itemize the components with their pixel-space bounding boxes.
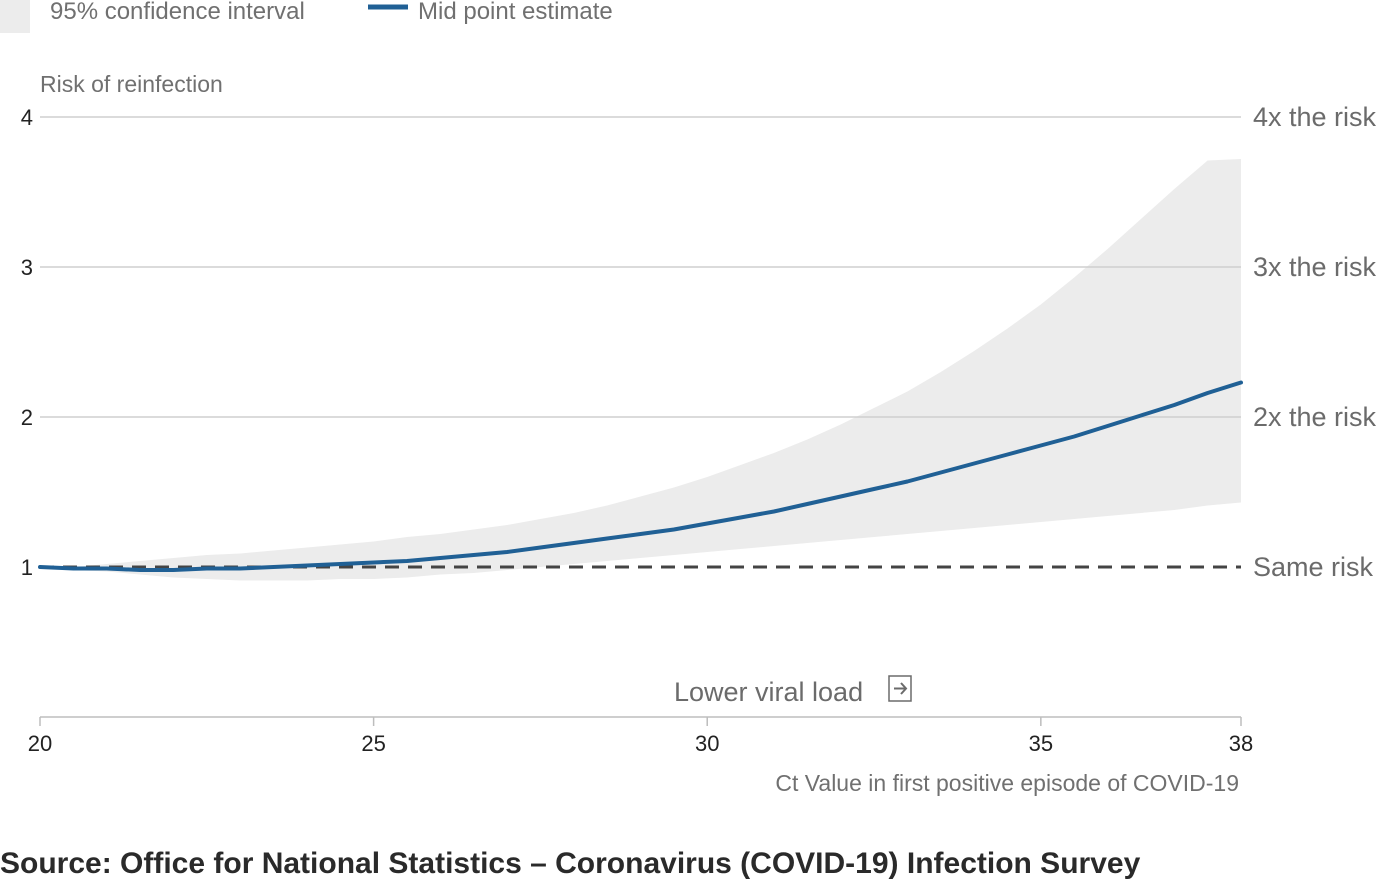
risk-label-layer: 4x the risk 3x the risk 2x the risk Same ri… [1253,102,1377,582]
gridline-layer [40,116,1241,569]
risk-label-4: 4x the risk [1253,102,1377,132]
x-tick-label-30: 30 [695,731,719,756]
midpoint-line-layer [38,380,1243,572]
arrow-right-icon [888,675,912,702]
midpoint-estimate-line [38,380,1243,572]
risk-label-2: 2x the risk [1253,402,1377,432]
y-tick-label-2: 2 [21,405,33,430]
y-tick-label-4: 4 [21,105,33,130]
x-tick-label-25: 25 [361,731,385,756]
x-tick-label-35: 35 [1029,731,1053,756]
legend-midpoint-label: Mid point estimate [418,0,613,25]
x-axis-label: Ct Value in first positive episode of CO… [775,770,1239,796]
y-tick-layer: 1 2 3 4 [21,105,33,580]
confidence-interval-layer [40,159,1241,581]
x-tick-label-38: 38 [1229,731,1253,756]
risk-label-1: Same risk [1253,552,1374,582]
legend-ci-label: 95% confidence interval [50,0,305,25]
y-tick-label-3: 3 [21,255,33,280]
annotation-text: Lower viral load [674,677,863,707]
y-tick-label-1: 1 [21,555,33,580]
x-tick-layer: 20 25 30 35 38 [28,717,1253,756]
source-note: Source: Office for National Statistics –… [0,847,1141,880]
confidence-interval-band [40,159,1241,581]
legend-ci-swatch [0,0,30,33]
y-axis-label: Risk of reinfection [40,71,223,97]
lower-viral-load-annotation: Lower viral load [674,675,912,707]
x-tick-label-20: 20 [28,731,52,756]
legend: 95% confidence interval Mid point estima… [0,0,613,33]
risk-label-3: 3x the risk [1253,252,1377,282]
